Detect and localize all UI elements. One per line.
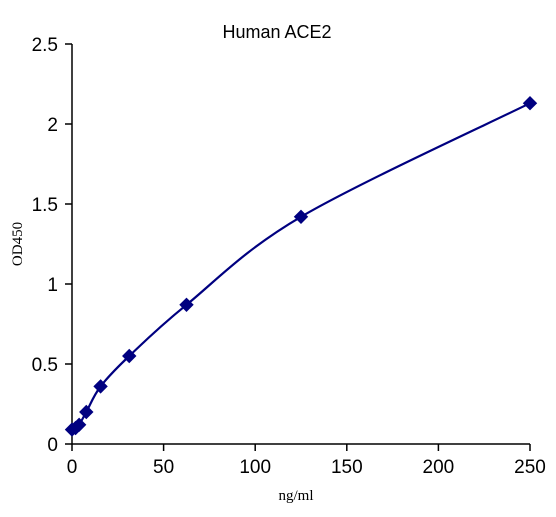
x-axis: 0 50 100 150 200 250 bbox=[67, 443, 546, 478]
y-tick-label: 1.5 bbox=[32, 195, 58, 216]
data-point-marker bbox=[522, 95, 538, 111]
y-axis: 0 0.5 1 1.5 2 2.5 bbox=[32, 35, 73, 456]
series-curve bbox=[71, 102, 531, 431]
y-axis-label: OD450 bbox=[10, 222, 26, 266]
y-tick-label: 2.5 bbox=[32, 35, 58, 56]
data-point-marker bbox=[122, 348, 137, 364]
chart-title: Human ACE2 bbox=[222, 22, 331, 42]
x-tick-label: 100 bbox=[239, 457, 271, 478]
data-point-marker bbox=[93, 379, 108, 394]
x-axis-label: ng/ml bbox=[278, 488, 313, 504]
x-tick-label: 150 bbox=[331, 457, 363, 478]
y-tick-label: 2 bbox=[47, 115, 58, 136]
x-tick-label: 50 bbox=[153, 457, 174, 478]
data-point-marker bbox=[179, 297, 194, 313]
data-point-marker bbox=[293, 209, 309, 225]
x-tick-label: 250 bbox=[514, 457, 546, 478]
data-point-marker bbox=[71, 417, 87, 433]
x-tick-label: 0 bbox=[67, 457, 78, 478]
data-point-marker bbox=[79, 404, 94, 420]
y-tick-label: 1 bbox=[47, 275, 58, 296]
series-markers bbox=[64, 95, 538, 437]
x-tick-label: 200 bbox=[423, 457, 455, 478]
y-tick-label: 0 bbox=[47, 435, 58, 456]
y-tick-label: 0.5 bbox=[32, 355, 58, 376]
